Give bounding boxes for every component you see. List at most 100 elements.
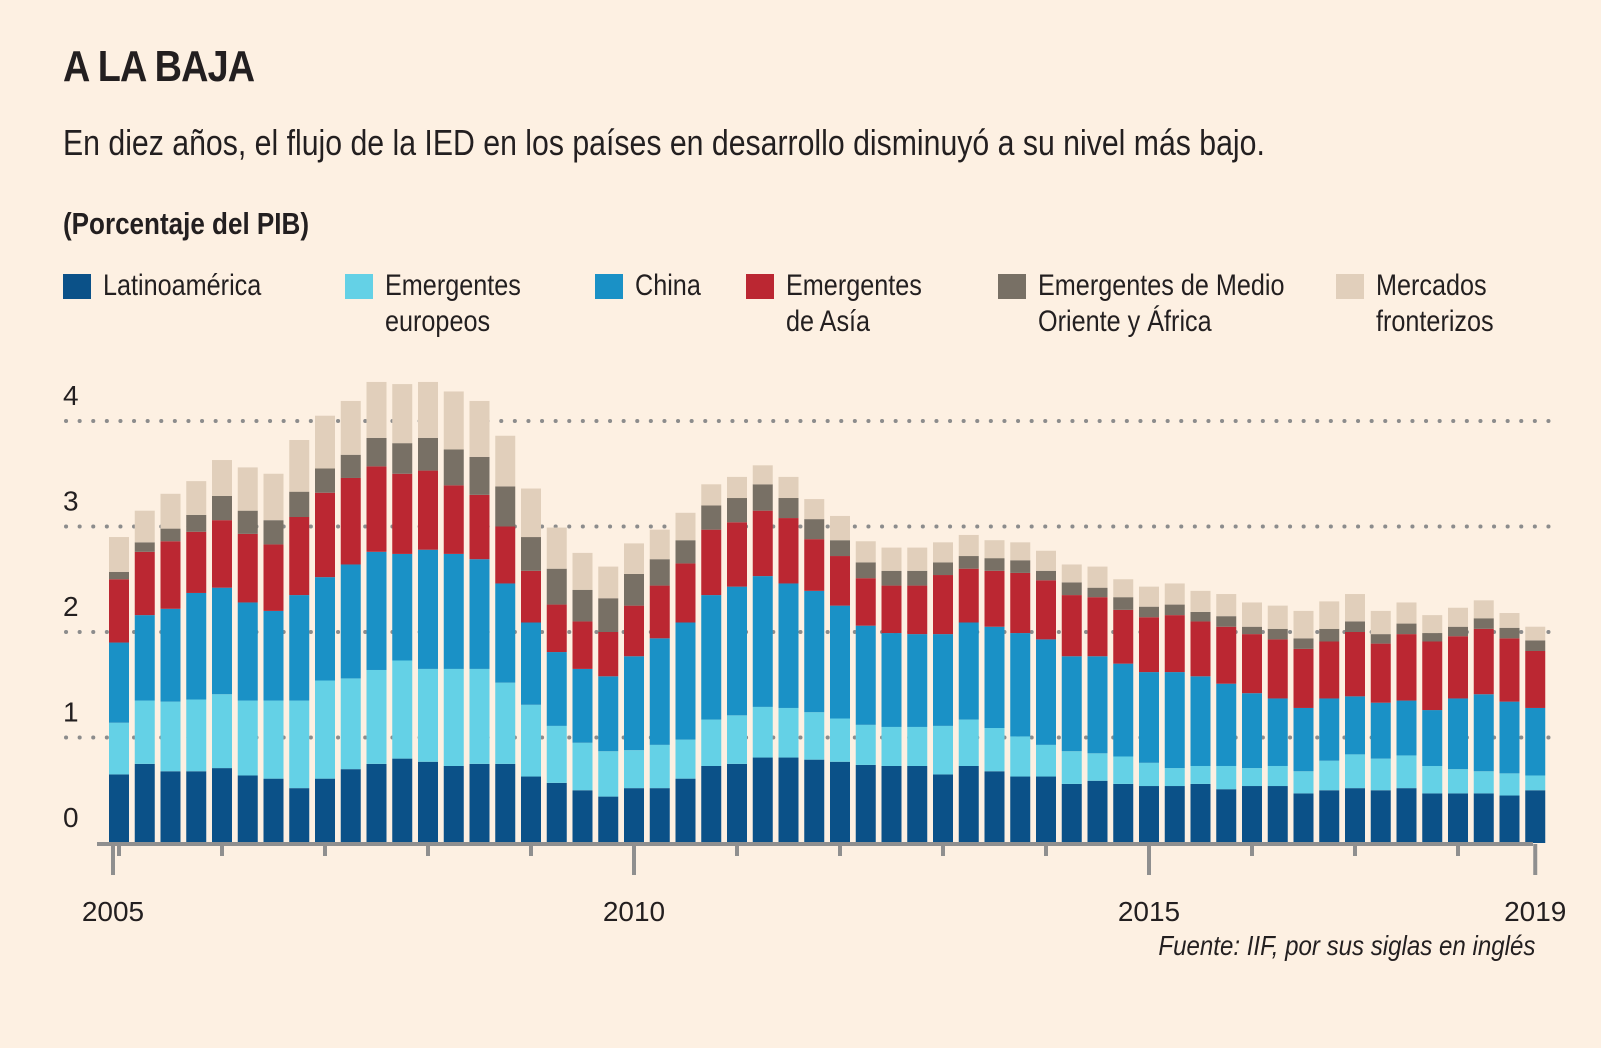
bar-segment-emergentes-de-as-a	[212, 520, 232, 588]
bar-segment-emergentes-de-as-a	[109, 579, 129, 643]
y-tick-label: 3	[63, 486, 79, 517]
bar-segment-mercados-fronterizos	[212, 460, 232, 496]
bar-stack	[186, 481, 207, 843]
bar-stack	[212, 460, 232, 843]
bar-segment-emergentes-europeos	[1525, 775, 1546, 791]
bar-segment-latinoam-rica	[1087, 780, 1108, 843]
bar-segment-latinoam-rica	[340, 769, 361, 843]
bar-segment-emergentes-de-medio-oriente-y-frica	[237, 510, 258, 534]
bar-segment-china	[701, 595, 722, 720]
bar-segment-latinoam-rica	[521, 776, 541, 843]
bar-segment-latinoam-rica	[1061, 783, 1082, 843]
bar-segment-emergentes-europeos	[984, 728, 1005, 772]
legend: Latinoamérica Emergentes europeos China …	[63, 268, 1583, 348]
bar-segment-emergentes-de-as-a	[933, 575, 953, 635]
bar-stack	[1139, 586, 1159, 843]
bar-segment-emergentes-de-medio-oriente-y-frica	[212, 495, 232, 521]
legend-item-emergentes-medio-oriente-africa: Emergentes de Medio Oriente y África	[998, 268, 1332, 340]
bar-segment-mercados-fronterizos	[1499, 613, 1520, 628]
bar-segment-mercados-fronterizos	[469, 400, 490, 457]
bar-stack	[469, 400, 490, 844]
y-tick-label: 4	[63, 380, 79, 411]
bar-segment-latinoam-rica	[1422, 793, 1443, 843]
bar-segment-mercados-fronterizos	[1061, 564, 1082, 583]
bar-segment-mercados-fronterizos	[1164, 583, 1185, 605]
bar-segment-latinoam-rica	[1370, 790, 1391, 843]
bar-segment-latinoam-rica	[907, 765, 928, 843]
bar-segment-latinoam-rica	[624, 788, 644, 843]
bar-segment-latinoam-rica	[881, 765, 902, 843]
bar-segment-emergentes-de-as-a	[160, 541, 181, 609]
bar-segment-china	[907, 634, 928, 727]
bar-segment-china	[598, 676, 619, 752]
bar-stack	[392, 384, 413, 843]
bar-stack	[1293, 610, 1314, 843]
bar-segment-china	[624, 656, 644, 751]
bar-segment-mercados-fronterizos	[830, 515, 850, 541]
bar-segment-china	[1293, 707, 1314, 772]
bar-stack	[624, 543, 644, 843]
bar-segment-mercados-fronterizos	[340, 400, 361, 455]
bar-segment-latinoam-rica	[237, 775, 258, 843]
bar-segment-mercados-fronterizos	[495, 435, 516, 487]
bar-segment-china	[1525, 707, 1546, 776]
bar-segment-china	[1036, 639, 1056, 745]
bar-segment-latinoam-rica	[1473, 793, 1494, 843]
bar-segment-china	[752, 576, 773, 707]
bar-segment-emergentes-europeos	[1010, 736, 1031, 777]
bar-segment-emergentes-de-as-a	[392, 473, 413, 554]
bar-segment-emergentes-europeos	[263, 700, 284, 779]
bar-segment-mercados-fronterizos	[186, 481, 207, 515]
bar-segment-emergentes-europeos	[1267, 765, 1288, 787]
bar-segment-china	[315, 577, 335, 681]
bar-segment-latinoam-rica	[830, 761, 850, 843]
bar-segment-emergentes-de-medio-oriente-y-frica	[1087, 587, 1108, 598]
bar-segment-china	[418, 549, 438, 669]
bar-segment-emergentes-de-as-a	[495, 526, 516, 584]
bar-segment-emergentes-de-medio-oriente-y-frica	[418, 437, 438, 471]
bar-segment-mercados-fronterizos	[572, 552, 593, 590]
bar-segment-china	[237, 602, 258, 701]
bar-stack	[315, 415, 335, 843]
bar-segment-emergentes-de-medio-oriente-y-frica	[1448, 626, 1468, 637]
bar-segment-mercados-fronterizos	[1216, 594, 1237, 617]
bar-segment-emergentes-europeos	[727, 715, 747, 764]
bar-stack	[1319, 601, 1340, 843]
bar-segment-emergentes-de-medio-oriente-y-frica	[881, 570, 902, 586]
bar-segment-emergentes-europeos	[521, 704, 541, 777]
bar-segment-mercados-fronterizos	[881, 547, 902, 571]
bar-segment-latinoam-rica	[1164, 786, 1185, 843]
bar-segment-latinoam-rica	[855, 764, 876, 843]
bar-segment-emergentes-europeos	[1345, 754, 1365, 789]
bar-segment-emergentes-de-as-a	[315, 492, 335, 578]
bar-segment-emergentes-europeos	[1448, 769, 1468, 794]
bar-segment-emergentes-de-medio-oriente-y-frica	[1422, 633, 1443, 642]
bar-segment-mercados-fronterizos	[675, 512, 696, 541]
bar-segment-mercados-fronterizos	[1473, 600, 1494, 619]
bar-segment-emergentes-europeos	[1113, 756, 1134, 784]
bar-segment-china	[1473, 694, 1494, 772]
bar-segment-mercados-fronterizos	[1396, 602, 1417, 624]
bar-segment-mercados-fronterizos	[855, 541, 876, 563]
bar-segment-emergentes-europeos	[1190, 765, 1211, 784]
bar-segment-emergentes-de-as-a	[701, 529, 722, 596]
bar-segment-emergentes-de-as-a	[1139, 617, 1159, 673]
bar-stack	[1010, 542, 1031, 843]
bar-segment-china	[1345, 696, 1365, 755]
bar-segment-latinoam-rica	[186, 771, 207, 843]
bar-segment-emergentes-de-medio-oriente-y-frica	[933, 562, 953, 576]
bar-segment-mercados-fronterizos	[392, 384, 413, 444]
legend-item-emergentes-europeos: Emergentes europeos	[345, 268, 547, 340]
bar-stack	[134, 510, 155, 844]
bar-segment-emergentes-de-medio-oriente-y-frica	[366, 437, 387, 467]
bar-stack	[1345, 594, 1365, 843]
bar-stack	[1370, 610, 1391, 843]
x-tick-label: 2015	[1118, 896, 1180, 927]
bar-segment-mercados-fronterizos	[1525, 626, 1546, 641]
bar-segment-emergentes-europeos	[1036, 744, 1056, 777]
bar-segment-china	[109, 642, 129, 723]
bar-stack	[1036, 550, 1056, 843]
bar-segment-emergentes-europeos	[212, 694, 232, 769]
bar-segment-emergentes-de-medio-oriente-y-frica	[1216, 616, 1237, 627]
